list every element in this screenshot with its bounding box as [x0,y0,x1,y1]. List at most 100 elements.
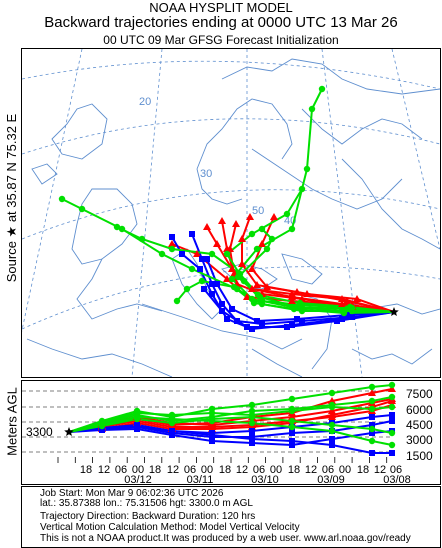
trajectory-marker [388,441,396,449]
grid-label: 30 [200,168,212,180]
trajectory-marker [204,256,210,262]
time-tick: 18 [148,464,162,476]
trajectory-marker [169,234,175,240]
trajectory-marker [223,250,231,258]
time-tick: 12 [235,464,249,476]
trajectory-marker [268,235,276,243]
trajectory-marker [283,210,291,218]
trajectory-marker [173,297,181,305]
time-tick: 12 [304,464,318,476]
forecast-info: 00 UTC 09 Mar GFSG Forecast Initializati… [103,33,339,47]
trajectory-marker [289,430,295,436]
trajectory-marker [197,266,203,272]
trajectory-marker [193,250,201,257]
time-tick: 12 [166,464,180,476]
trajectory-marker [183,285,191,293]
trajectory-marker [223,275,231,282]
lat-lon-grid [22,49,440,377]
trajectory-marker [246,213,254,220]
trajectory-marker [389,450,395,456]
height-lines [68,384,393,454]
height-line [68,404,393,433]
height-line [68,415,393,446]
trajectory-marker [389,418,395,424]
time-tick: 18 [356,464,370,476]
trajectory-marker [338,300,346,307]
trajectory-marker [118,225,126,233]
trajectory-marker [169,428,175,434]
trajectory-marker [343,297,351,304]
trajectory-marker [258,240,266,247]
trajectory-marker [168,240,176,247]
trajectory-marker [298,185,306,193]
trajectory-marker [240,277,248,285]
trajectory-marker [248,285,256,292]
time-tick: 06 [114,464,128,476]
trajectory-marker [369,450,375,456]
trajectory-marker [328,389,336,397]
trajectory-marker [168,419,176,427]
trajectory-marker [388,429,396,437]
trajectory-marker [244,324,250,330]
trajectory-marker [238,260,246,267]
trajectory-marker [289,442,295,448]
trajectory-marker [249,326,255,332]
trajectory-marker [98,422,106,430]
trajectory-marker [353,295,361,302]
trajectory-marker [203,223,211,230]
source-location: lat.: 35.87388 lon.: 75.31506 hgt: 3300.… [40,498,253,509]
start-height-label: 3300 [26,425,53,439]
vertical-canvas [22,381,396,463]
trajectory-marker [328,397,336,404]
trajectory-marker [303,165,311,173]
trajectory-marker [58,195,66,203]
trajectory-marker [199,256,205,262]
trajectory-marker [219,308,225,314]
height-line [68,384,393,433]
trajectory-marker [188,265,196,273]
trajectory-marker [168,411,176,419]
trajectory-marker [368,383,376,391]
trajectory-marker [288,395,296,403]
time-tick: 00 [269,464,283,476]
trajectory-marker [369,414,375,420]
trajectory-marker [318,85,326,93]
source-star [389,307,399,316]
trajectory-marker [209,291,215,297]
trajectory-marker [293,288,301,295]
trajectory-marker [288,225,296,233]
trajectory-marker [248,401,256,409]
trajectory-marker [238,235,246,242]
trajectory-marker [214,281,220,287]
date-label: 03/10 [251,474,279,486]
trajectory-marker [234,273,242,281]
trajectory-marker [288,290,296,297]
trajectory-marker [368,397,376,405]
date-label: 03/11 [186,474,214,486]
height-tick: 7500 [406,387,433,401]
trajectory-marker [288,407,296,415]
trajectory-marker [296,299,304,307]
trajectory-marker [340,309,348,317]
trajectory-marker [329,436,335,442]
trajectory-marker [298,307,306,315]
time-tick: 18 [218,464,232,476]
trajectory-marker [289,322,295,328]
trajectory-marker [334,318,340,324]
coastlines [26,58,440,377]
trajectory-marker [229,306,235,312]
trajectory-marker [209,438,215,444]
time-tick: 12 [373,464,387,476]
model-title: NOAA HYSPLIT MODEL [149,0,293,15]
trajectory-marker [208,250,216,258]
trajectory-marker [289,438,295,444]
height-markers [98,381,396,456]
trajectory-marker [349,314,355,320]
trajectory-marker [344,312,350,318]
trajectory-marker [328,421,336,429]
trajectory-marker [78,205,86,213]
trajectory-marker [168,245,176,253]
trajectory-marker [258,225,266,233]
time-tick: 00 [338,464,352,476]
disclaimer: This is not a NOAA product.It was produc… [40,533,411,544]
